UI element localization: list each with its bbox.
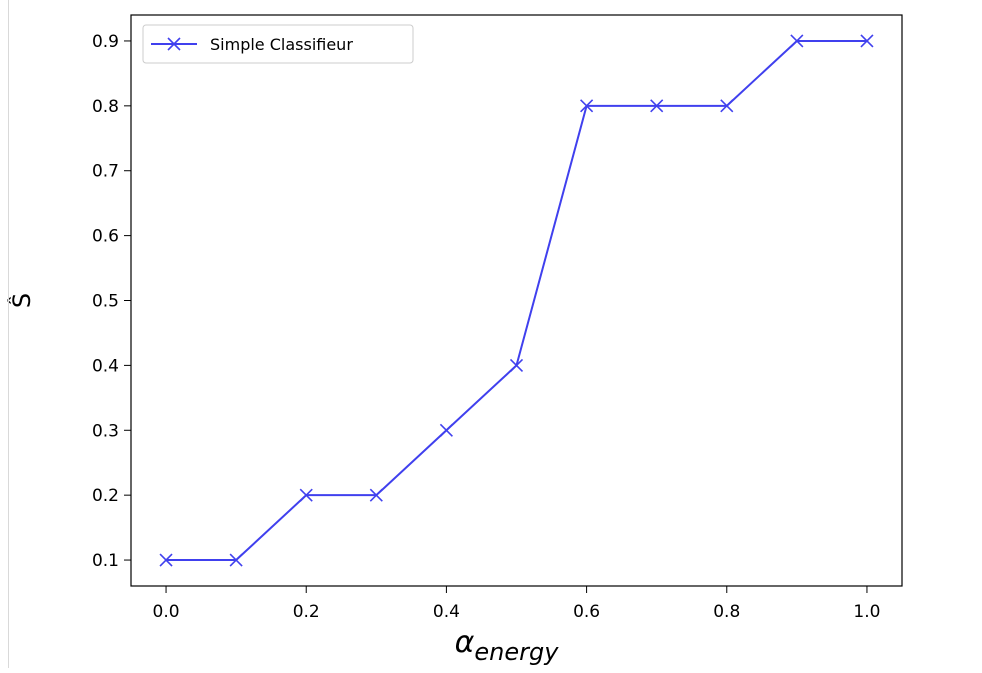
legend-marker-x xyxy=(167,37,181,51)
legend-label-simple-classifieur: Simple Classifieur xyxy=(210,35,353,54)
plot-area-frame xyxy=(130,14,903,587)
data-point-marker xyxy=(159,553,173,567)
series-markers xyxy=(159,34,874,567)
marker-stroke xyxy=(720,99,734,113)
marker-stroke xyxy=(167,37,181,51)
y-tick-label: 0.2 xyxy=(92,486,119,506)
page-left-border xyxy=(8,0,9,668)
x-axis-label: αenergy xyxy=(455,625,560,666)
y-tick-label: 0.6 xyxy=(92,227,119,247)
x-tick-label: 0.8 xyxy=(713,602,740,622)
marker-stroke xyxy=(159,553,173,567)
series-line-simple-classifieur xyxy=(166,39,867,562)
y-tick-label: 0.3 xyxy=(92,421,119,441)
data-point-marker xyxy=(580,99,594,113)
y-tick-label: 0.5 xyxy=(92,292,119,312)
data-point-marker xyxy=(790,34,804,48)
y-tick-label: 0.8 xyxy=(92,97,119,117)
y-tick-label: 0.7 xyxy=(92,162,119,182)
marker-stroke xyxy=(229,553,243,567)
marker-stroke xyxy=(299,488,313,502)
data-point-marker xyxy=(509,358,524,372)
x-tick-label: 0.4 xyxy=(433,602,460,622)
data-point-marker xyxy=(650,99,664,113)
data-point-marker xyxy=(860,34,874,48)
marker-stroke xyxy=(580,99,594,113)
y-tick-label: 0.9 xyxy=(92,32,119,52)
data-point-marker xyxy=(229,553,243,567)
y-axis-label: Ŝ xyxy=(6,293,36,308)
x-axis-ticks: 0.0 0.2 0.4 0.6 0.8 1.0 xyxy=(153,586,880,622)
x-axis-label-subscript: energy xyxy=(474,638,559,666)
data-point-marker xyxy=(299,488,313,502)
x-tick-label: 1.0 xyxy=(853,602,880,622)
x-tick-label: 0.0 xyxy=(153,602,180,622)
legend-box xyxy=(142,24,414,64)
data-point-marker xyxy=(369,488,383,502)
y-tick-label: 0.4 xyxy=(92,356,119,376)
marker-stroke xyxy=(860,34,874,48)
marker-stroke xyxy=(790,34,804,48)
y-axis-ticks: 0.1 0.2 0.3 0.4 0.5 0.6 0.7 0.8 0.9 xyxy=(92,32,131,571)
data-point-marker xyxy=(720,99,734,113)
data-point-marker xyxy=(439,423,453,437)
legend: Simple Classifieur xyxy=(142,24,414,64)
x-axis-label-base: α xyxy=(455,625,475,660)
x-tick-label: 0.2 xyxy=(293,602,320,622)
x-tick-label: 0.6 xyxy=(573,602,600,622)
y-tick-label: 0.1 xyxy=(92,551,119,571)
marker-stroke xyxy=(650,99,664,113)
marker-stroke xyxy=(439,423,453,437)
marker-stroke xyxy=(369,488,383,502)
marker-stroke xyxy=(509,358,524,372)
